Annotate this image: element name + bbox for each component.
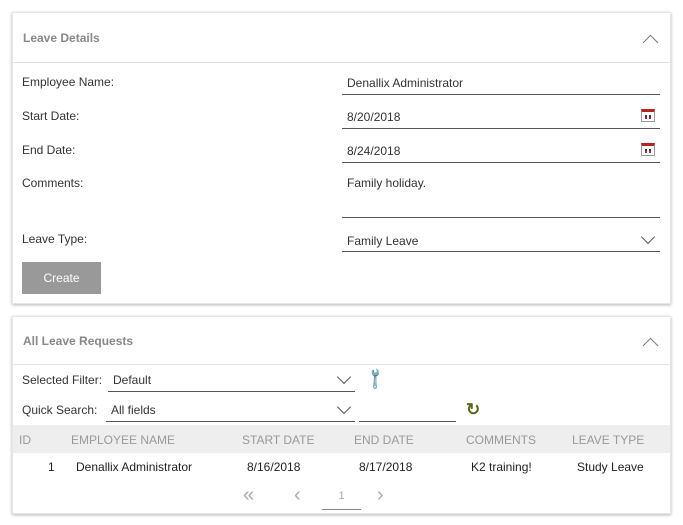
- collapse-chevron-icon[interactable]: [642, 337, 659, 354]
- column-header-comments[interactable]: COMMENTS: [466, 433, 536, 447]
- leave-requests-panel: All Leave Requests: [12, 316, 671, 514]
- refresh-icon[interactable]: ↻: [466, 400, 481, 419]
- search-field-select[interactable]: All fields: [106, 398, 355, 422]
- cell-end-date: 8/17/2018: [359, 460, 413, 474]
- employee-name-value: Denallix Administrator: [347, 76, 464, 90]
- first-page-icon[interactable]: «: [243, 484, 255, 506]
- panel-title: Leave Details: [23, 31, 100, 45]
- next-page-icon[interactable]: ›: [377, 484, 384, 506]
- end-date-label: End Date:: [22, 143, 76, 157]
- comments-label: Comments:: [22, 176, 84, 190]
- start-date-value: 8/20/2018: [347, 110, 401, 124]
- comments-field[interactable]: Family holiday.: [342, 170, 660, 218]
- cell-employee-name: Denallix Administrator: [76, 460, 193, 474]
- calendar-icon[interactable]: [641, 143, 655, 156]
- column-header-id[interactable]: ID: [19, 433, 31, 447]
- quick-search-label: Quick Search:: [22, 403, 98, 417]
- page-number-input[interactable]: 1: [322, 490, 361, 510]
- divider: [13, 62, 670, 63]
- search-input[interactable]: [359, 398, 456, 422]
- start-date-field[interactable]: 8/20/2018: [342, 104, 660, 129]
- cell-start-date: 8/16/2018: [247, 460, 301, 474]
- employee-name-field[interactable]: Denallix Administrator: [342, 70, 660, 95]
- leave-type-label: Leave Type:: [22, 232, 88, 246]
- leave-type-value: Family Leave: [347, 234, 419, 248]
- leave-details-panel: Leave Details: [12, 12, 671, 304]
- cell-id: 1: [48, 460, 55, 474]
- panel-title: All Leave Requests: [23, 334, 134, 348]
- start-date-label: Start Date:: [22, 109, 80, 123]
- column-header-leave-type[interactable]: LEAVE TYPE: [572, 433, 645, 447]
- filter-label: Selected Filter:: [22, 373, 103, 387]
- filter-value: Default: [113, 373, 152, 387]
- comments-value: Family holiday.: [347, 176, 427, 190]
- search-field-value: All fields: [111, 403, 156, 417]
- create-button[interactable]: Create: [22, 262, 101, 294]
- column-header-end-date[interactable]: END DATE: [354, 433, 414, 447]
- table-header: [13, 425, 670, 453]
- cell-comments: K2 training!: [471, 460, 532, 474]
- end-date-field[interactable]: 8/24/2018: [342, 138, 660, 163]
- filter-select[interactable]: Default: [108, 368, 355, 392]
- divider: [13, 364, 670, 365]
- calendar-icon[interactable]: [641, 109, 655, 122]
- end-date-value: 8/24/2018: [347, 144, 401, 158]
- prev-page-icon[interactable]: ‹: [294, 484, 301, 506]
- cell-leave-type: Study Leave: [577, 460, 644, 474]
- column-header-start-date[interactable]: START DATE: [242, 433, 315, 447]
- collapse-chevron-icon[interactable]: [642, 34, 659, 51]
- column-header-employee-name[interactable]: EMPLOYEE NAME: [71, 433, 176, 447]
- leave-type-select[interactable]: Family Leave: [342, 227, 660, 252]
- employee-name-label: Employee Name:: [22, 75, 115, 89]
